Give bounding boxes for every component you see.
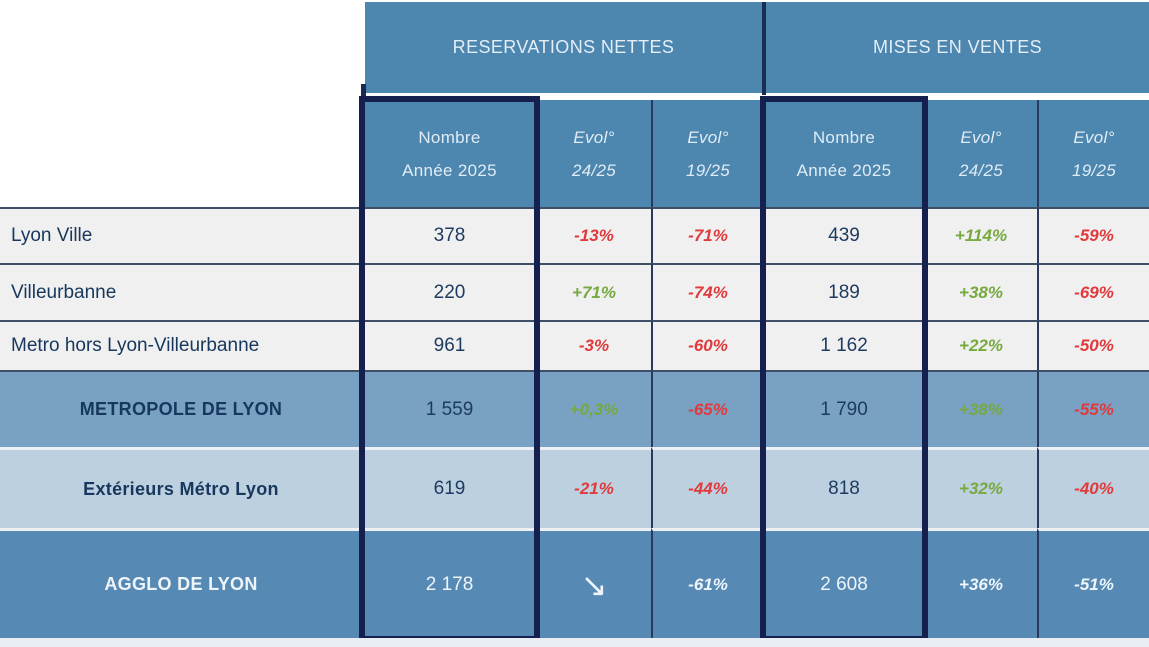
cell-nombre-mis: 1 790 [763, 370, 925, 447]
col-header-line1: Evol° [960, 127, 1002, 147]
col-header-line2: 24/25 [958, 160, 1004, 180]
cell-evol2425-res: -13% [537, 207, 651, 263]
cell-evol2425-res: +0,3% [537, 370, 651, 447]
cell-evol2425-mis: +38% [925, 370, 1037, 447]
cell-nombre-res: 220 [362, 263, 537, 320]
col-header-line2: Année 2025 [796, 160, 892, 180]
row-label: AGGLO DE LYON [0, 528, 362, 638]
cell-evol2425-res: -3% [537, 320, 651, 370]
cell-nombre-res: 2 178 [362, 528, 537, 638]
col-header-line1: Nombre [418, 127, 481, 147]
cell-evol2425-res: -21% [537, 447, 651, 528]
col-header-line1: Evol° [1073, 127, 1115, 147]
row-label: Metro hors Lyon-Villeurbanne [0, 320, 362, 370]
col-header-evol1925-res: Evol° 19/25 [651, 100, 763, 207]
cell-evol2425-res: +71% [537, 263, 651, 320]
cell-evol1925-mis: -50% [1037, 320, 1149, 370]
cell-evol2425-mis: +114% [925, 207, 1037, 263]
col-header-nombre-mis: Nombre Année 2025 [763, 100, 925, 207]
bottom-strip [0, 638, 1149, 647]
row-label: Extérieurs Métro Lyon [0, 447, 362, 528]
group-header-reservations-nettes: RESERVATIONS NETTES [365, 2, 762, 93]
cell-evol1925-res: -44% [651, 447, 763, 528]
trend-down-arrow-icon: ↘ [537, 528, 651, 638]
data-table: Nombre Année 2025 Evol° 24/25 Evol° 19/2… [0, 100, 1149, 638]
cell-evol1925-res: -60% [651, 320, 763, 370]
cell-evol2425-mis: +32% [925, 447, 1037, 528]
cell-evol1925-mis: -40% [1037, 447, 1149, 528]
col-header-line2: 19/25 [685, 160, 731, 180]
row-label: Villeurbanne [0, 263, 362, 320]
cell-evol1925-res: -65% [651, 370, 763, 447]
cell-nombre-res: 619 [362, 447, 537, 528]
cell-nombre-res: 378 [362, 207, 537, 263]
col-header-nombre-res: Nombre Année 2025 [362, 100, 537, 207]
row-label: Lyon Ville [0, 207, 362, 263]
cell-evol1925-res: -74% [651, 263, 763, 320]
cell-evol1925-res: -61% [651, 528, 763, 638]
cell-nombre-mis: 818 [763, 447, 925, 528]
cell-nombre-res: 961 [362, 320, 537, 370]
cell-evol1925-mis: -51% [1037, 528, 1149, 638]
col-header-line1: Evol° [687, 127, 729, 147]
group-divider [762, 2, 766, 95]
col-header-line2: 24/25 [571, 160, 617, 180]
band-connector [361, 84, 366, 98]
col-header-evol2425-res: Evol° 24/25 [537, 100, 651, 207]
col-header-line2: Année 2025 [402, 160, 497, 180]
corner-cell [0, 100, 362, 207]
cell-nombre-mis: 439 [763, 207, 925, 263]
group-header-mises-en-ventes: MISES EN VENTES [766, 2, 1149, 93]
col-header-evol1925-mis: Evol° 19/25 [1037, 100, 1149, 207]
cell-evol1925-mis: -69% [1037, 263, 1149, 320]
cell-evol2425-mis: +36% [925, 528, 1037, 638]
col-header-line1: Evol° [573, 127, 615, 147]
cell-nombre-mis: 2 608 [763, 528, 925, 638]
col-header-line1: Nombre [812, 127, 876, 147]
row-label: METROPOLE DE LYON [0, 370, 362, 447]
col-header-evol2425-mis: Evol° 24/25 [925, 100, 1037, 207]
cell-evol2425-mis: +38% [925, 263, 1037, 320]
cell-evol2425-mis: +22% [925, 320, 1037, 370]
cell-nombre-res: 1 559 [362, 370, 537, 447]
cell-evol1925-mis: -55% [1037, 370, 1149, 447]
cell-evol1925-mis: -59% [1037, 207, 1149, 263]
cell-evol1925-res: -71% [651, 207, 763, 263]
cell-nombre-mis: 1 162 [763, 320, 925, 370]
cell-nombre-mis: 189 [763, 263, 925, 320]
col-header-line2: 19/25 [1071, 160, 1117, 180]
